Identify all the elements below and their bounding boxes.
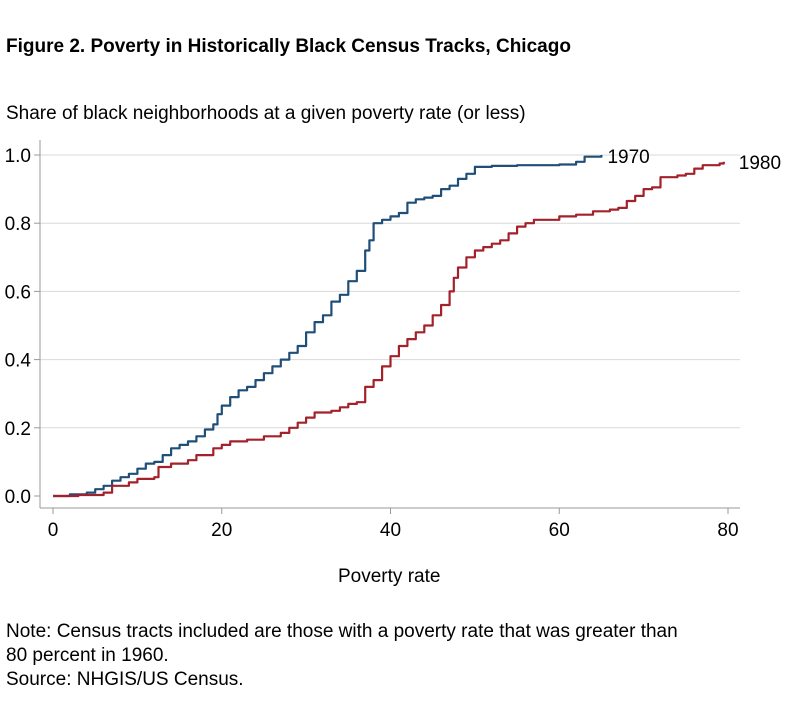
- x-axis-title: Poverty rate: [338, 566, 441, 587]
- series-label-1970: 1970: [607, 147, 649, 168]
- note-line-2: 80 percent in 1960.: [6, 645, 169, 666]
- y-tick-label-2: 0.4: [5, 351, 32, 372]
- x-tick-label-0: 0: [48, 520, 59, 541]
- series-label-1980: 1980: [739, 153, 781, 174]
- axes: [34, 140, 740, 514]
- x-tick-label-2: 40: [380, 520, 401, 541]
- note-line-1: Note: Census tracts included are those w…: [6, 621, 678, 642]
- y-tick-label-3: 0.6: [5, 282, 31, 303]
- x-tick-label-3: 60: [549, 520, 570, 541]
- series-lines: [53, 155, 725, 498]
- figure-note: Note: Census tracts included are those w…: [6, 620, 678, 692]
- y-tick-label-5: 1.0: [5, 146, 31, 167]
- y-axis-title: Share of black neighborhoods at a given …: [6, 103, 526, 124]
- series-line-1980: [53, 161, 725, 498]
- grid-lines: [40, 154, 740, 429]
- y-tick-label-1: 0.2: [5, 419, 31, 440]
- figure-title: Figure 2. Poverty in Historically Black …: [6, 36, 571, 57]
- x-tick-label-1: 20: [211, 520, 232, 541]
- source-line: Source: NHGIS/US Census.: [6, 669, 244, 690]
- x-tick-label-4: 80: [717, 520, 738, 541]
- y-tick-label-0: 0.0: [5, 487, 31, 508]
- tick-labels: 0.0 0.2 0.4 0.6 0.8 1.0 0 20 40 60 80 1970 1980: [5, 146, 781, 541]
- y-tick-label-4: 0.8: [5, 214, 31, 235]
- series-line-1970: [53, 155, 603, 498]
